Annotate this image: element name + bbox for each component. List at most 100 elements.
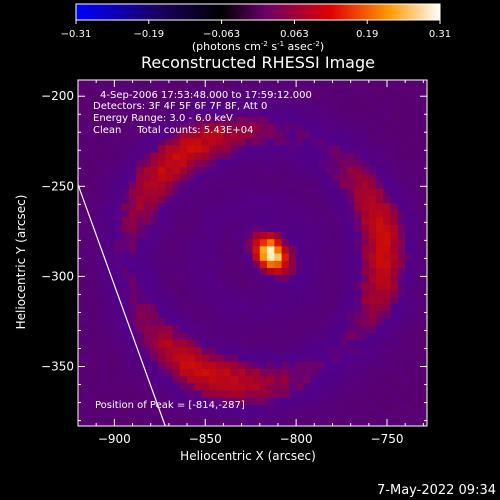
info-time-range: 4-Sep-2006 17:53:48.000 to 17:59:12.000 (100, 90, 312, 101)
heatmap-cell (78, 144, 86, 153)
heatmap-cell (303, 289, 312, 297)
heatmap-cell (216, 281, 225, 290)
heatmap-cell (223, 260, 232, 269)
heatmap-cell (237, 123, 246, 132)
heatmap-cell (325, 123, 334, 132)
heatmap-cell (194, 368, 203, 377)
heatmap-cell (143, 94, 152, 103)
heatmap-cell (107, 260, 115, 269)
heatmap-cell (419, 101, 427, 110)
heatmap-cell (419, 166, 427, 175)
heatmap-cell (296, 195, 304, 204)
heatmap-cell (201, 94, 210, 103)
heatmap-cell (281, 173, 290, 182)
heatmap-cell (325, 274, 334, 283)
heatmap-cell (143, 80, 152, 88)
heatmap-cell (187, 173, 195, 182)
heatmap-cell (347, 173, 355, 182)
heatmap-cell (332, 411, 341, 420)
heatmap-cell (303, 123, 312, 132)
heatmap-cell (179, 80, 188, 88)
heatmap-cell (397, 289, 406, 297)
heatmap-cell (223, 224, 232, 232)
heatmap-cell (179, 303, 188, 312)
heatmap-cell (412, 389, 421, 398)
colorbar-ticks: −0.31 −0.19 −0.063 0.063 0.19 0.31 (61, 20, 451, 40)
heatmap-cell (128, 238, 137, 247)
heatmap-cell (237, 404, 246, 413)
heatmap-cell (267, 152, 275, 160)
heatmap-cell (179, 418, 188, 426)
heatmap-cell (419, 274, 427, 283)
heatmap-cell (383, 166, 392, 175)
heatmap-cell (85, 173, 94, 182)
heatmap-cell (361, 80, 370, 88)
heatmap-cell (361, 382, 370, 391)
heatmap-cell (383, 87, 392, 96)
heatmap-cell (245, 375, 254, 384)
y-axis-label: Heliocentric Y (arcsec) (14, 195, 28, 330)
heatmap-cell (230, 274, 239, 283)
heatmap-cell (288, 317, 297, 326)
heatmap-cell (361, 159, 370, 168)
heatmap-cell (85, 289, 94, 297)
heatmap-cell (376, 404, 384, 413)
heatmap-cell (288, 209, 297, 218)
heatmap-cell (92, 144, 101, 153)
heatmap-cell (397, 260, 406, 269)
colorbar-tick-label: 0.19 (356, 29, 378, 40)
heatmap-cell (187, 368, 195, 377)
heatmap-cell (267, 202, 275, 211)
heatmap-cell (157, 260, 166, 269)
heatmap-cell (223, 303, 232, 312)
heatmap-cell (165, 195, 174, 204)
heatmap-cell (143, 339, 152, 348)
heatmap-cell (99, 418, 108, 426)
heatmap-cell (157, 166, 166, 175)
heatmap-cell (128, 368, 137, 377)
heatmap-cell (121, 116, 130, 124)
heatmap-cell (383, 332, 392, 341)
heatmap-cell (274, 180, 283, 189)
heatmap-cell (347, 209, 355, 218)
heatmap-cell (310, 346, 319, 355)
heatmap-cell (303, 418, 312, 426)
heatmap-cell (383, 361, 392, 369)
heatmap-cell (245, 238, 254, 247)
heatmap-cell (252, 289, 261, 297)
heatmap-cell (303, 188, 312, 196)
heatmap-cell (397, 274, 406, 283)
heatmap-cell (339, 274, 348, 283)
heatmap-cell (92, 296, 101, 305)
heatmap-cell (143, 159, 152, 168)
heatmap-cell (390, 368, 399, 377)
heatmap-cell (179, 238, 188, 247)
heatmap-cell (368, 339, 377, 348)
heatmap-cell (274, 346, 283, 355)
heatmap-cell (361, 224, 370, 232)
heatmap-cell (179, 289, 188, 297)
heatmap-cell (274, 339, 283, 348)
heatmap-cell (325, 303, 334, 312)
heatmap-cell (303, 108, 312, 117)
info-detectors: Detectors: 3F 4F 5F 6F 7F 8F, Att 0 (93, 101, 267, 112)
heatmap-cell (128, 274, 137, 283)
heatmap-cell (114, 253, 123, 261)
heatmap-cell (136, 404, 145, 413)
heatmap-cell (121, 397, 130, 405)
heatmap-cell (245, 101, 254, 110)
heatmap-cell (259, 303, 268, 312)
heatmap-cell (201, 346, 210, 355)
heatmap-cell (267, 137, 275, 146)
heatmap-cell (310, 108, 319, 117)
heatmap-cell (187, 216, 195, 225)
heatmap-cell (121, 80, 130, 88)
heatmap-cell (347, 310, 355, 319)
heatmap-cell (274, 144, 283, 153)
heatmap-cell (274, 397, 283, 405)
heatmap-cell (325, 245, 334, 254)
heatmap-cell (245, 137, 254, 146)
heatmap-cell (114, 195, 123, 204)
heatmap-cell (208, 382, 217, 391)
heatmap-cell (354, 382, 363, 391)
